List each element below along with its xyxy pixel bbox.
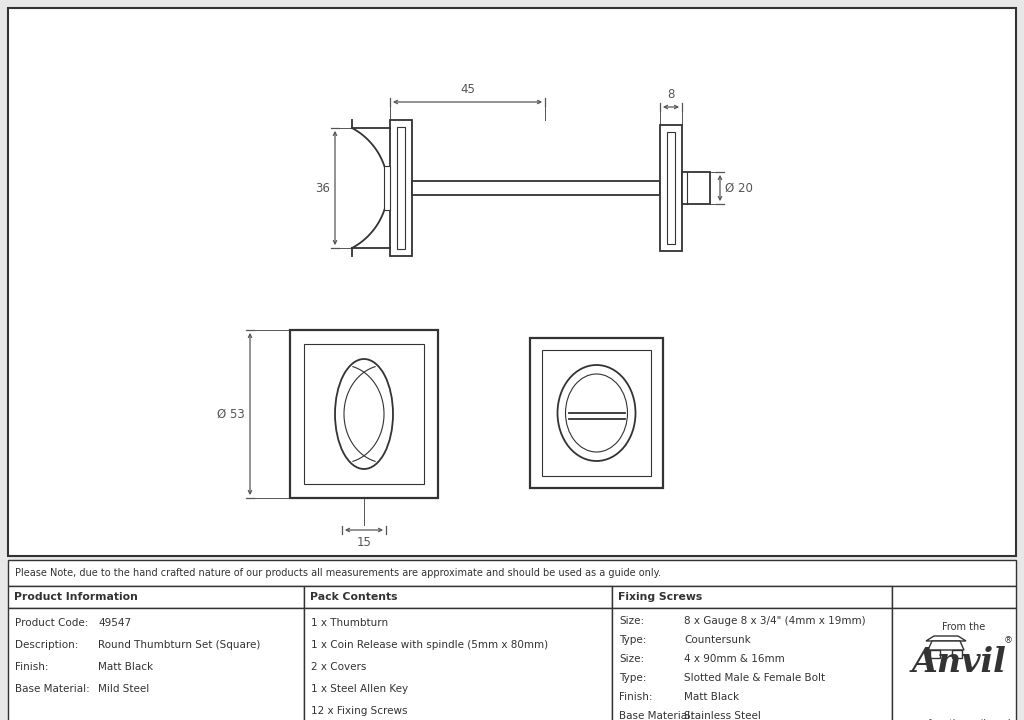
Bar [612,608,892,720]
Text: 1 x Steel Allen Key: 1 x Steel Allen Key [311,684,409,694]
Bar [930,650,940,658]
Bar [952,650,962,658]
Text: Base Material:: Base Material: [15,684,90,694]
Bar [412,181,660,195]
Text: Pack Contents: Pack Contents [310,592,397,602]
Bar [304,608,612,720]
Text: Finish:: Finish: [15,662,48,672]
Text: 8: 8 [668,88,675,101]
Bar [542,350,651,476]
Text: Please Note, due to the hand crafted nature of our products all measurements are: Please Note, due to the hand crafted nat… [15,568,662,578]
Text: Mild Steel: Mild Steel [98,684,150,694]
Bar [290,330,438,498]
Text: Size:: Size: [618,654,644,664]
Bar [892,586,1016,608]
Text: Stainless Steel: Stainless Steel [684,711,761,720]
Bar [660,125,682,251]
Text: www.fromtheanvil.co.uk: www.fromtheanvil.co.uk [904,719,1014,720]
Text: 4 x 90mm & 16mm: 4 x 90mm & 16mm [684,654,784,664]
Text: Slotted Male & Female Bolt: Slotted Male & Female Bolt [684,673,825,683]
Bar [304,344,424,484]
Bar [397,127,406,249]
Text: 36: 36 [315,181,330,194]
Ellipse shape [335,359,393,469]
Bar [304,586,612,608]
Text: Type:: Type: [618,635,646,645]
Text: 12 x Fixing Screws: 12 x Fixing Screws [311,706,408,716]
Bar [384,166,390,210]
Text: Type:: Type: [618,673,646,683]
Text: Product Information: Product Information [14,592,138,602]
Text: 8 x Gauge 8 x 3/4" (4mm x 19mm): 8 x Gauge 8 x 3/4" (4mm x 19mm) [684,616,865,626]
Text: Product Code:: Product Code: [15,618,88,628]
Polygon shape [926,636,966,641]
Text: 15: 15 [356,536,372,549]
Ellipse shape [557,365,636,461]
Bar [530,338,663,488]
Text: Matt Black: Matt Black [98,662,154,672]
Text: Round Thumbturn Set (Square): Round Thumbturn Set (Square) [98,640,260,650]
Polygon shape [928,641,964,650]
Bar [667,132,675,244]
Text: 1 x Thumbturn: 1 x Thumbturn [311,618,388,628]
Text: Matt Black: Matt Black [684,692,739,702]
Text: Ø 53: Ø 53 [217,408,245,420]
Text: Anvil: Anvil [911,647,1007,680]
Text: Countersunk: Countersunk [684,635,751,645]
Text: Description:: Description: [15,640,79,650]
Text: 2 x Covers: 2 x Covers [311,662,367,672]
Text: From the: From the [942,622,986,632]
Text: 45: 45 [460,83,475,96]
Text: 1 x Coin Release with spindle (5mm x 80mm): 1 x Coin Release with spindle (5mm x 80m… [311,640,548,650]
Text: Ø 20: Ø 20 [725,181,753,194]
Text: 49547: 49547 [98,618,131,628]
Text: Fixing Screws: Fixing Screws [618,592,702,602]
Bar [682,172,710,204]
Bar [8,560,1016,586]
Text: Size:: Size: [618,616,644,626]
Bar [8,8,1016,556]
Bar [8,586,304,608]
Bar [8,608,304,720]
Bar [612,586,892,608]
Text: Finish:: Finish: [618,692,652,702]
Ellipse shape [565,374,628,452]
Text: ®: ® [1004,636,1013,645]
Bar [390,120,412,256]
Text: Base Material:: Base Material: [618,711,693,720]
Bar [892,608,1016,720]
